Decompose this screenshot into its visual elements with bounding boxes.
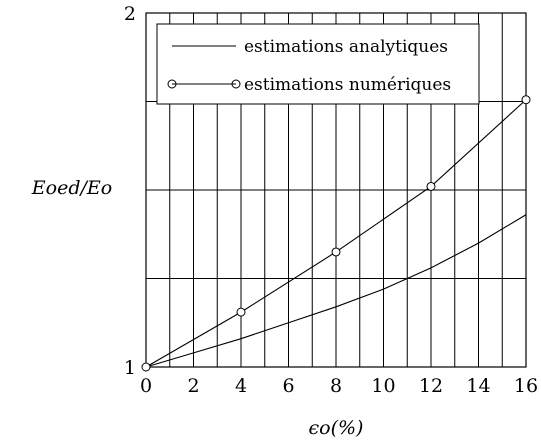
legend: estimations analytiques estimations numé… [156,23,480,105]
x-tick-label: 0 [140,375,152,397]
series-point [521,95,531,105]
x-tick-label: 10 [371,375,395,397]
legend-label-analytiques: estimations analytiques [244,37,448,57]
series-point [141,362,151,372]
x-tick-labels: 0 2 4 6 8 10 12 14 16 [140,375,538,397]
x-tick-label: 12 [419,375,443,397]
x-tick-label: 4 [235,375,247,397]
legend-marker-numeriques-right [231,79,241,89]
x-tick-label: 8 [330,375,342,397]
x-tick-label: 2 [187,375,199,397]
legend-box [156,23,480,105]
series-point [426,181,436,191]
y-tick-label: 1 [124,357,136,379]
plot-frame [145,12,527,368]
series-point [331,247,341,257]
y-tick-label: 2 [124,3,136,25]
legend-marker-numeriques-left [167,79,177,89]
x-tick-label: 16 [514,375,538,397]
x-axis-label: ϵo(%) [309,417,364,439]
series-layer [141,95,531,372]
y-tick-labels: 12 [124,3,136,379]
x-tick-label: 14 [466,375,490,397]
y-axis-label: Eoed/Eo [31,177,112,199]
series-point [236,307,246,317]
x-tick-label: 6 [282,375,294,397]
series-line-0 [145,214,527,368]
legend-label-numeriques: estimations numériques [244,75,451,95]
